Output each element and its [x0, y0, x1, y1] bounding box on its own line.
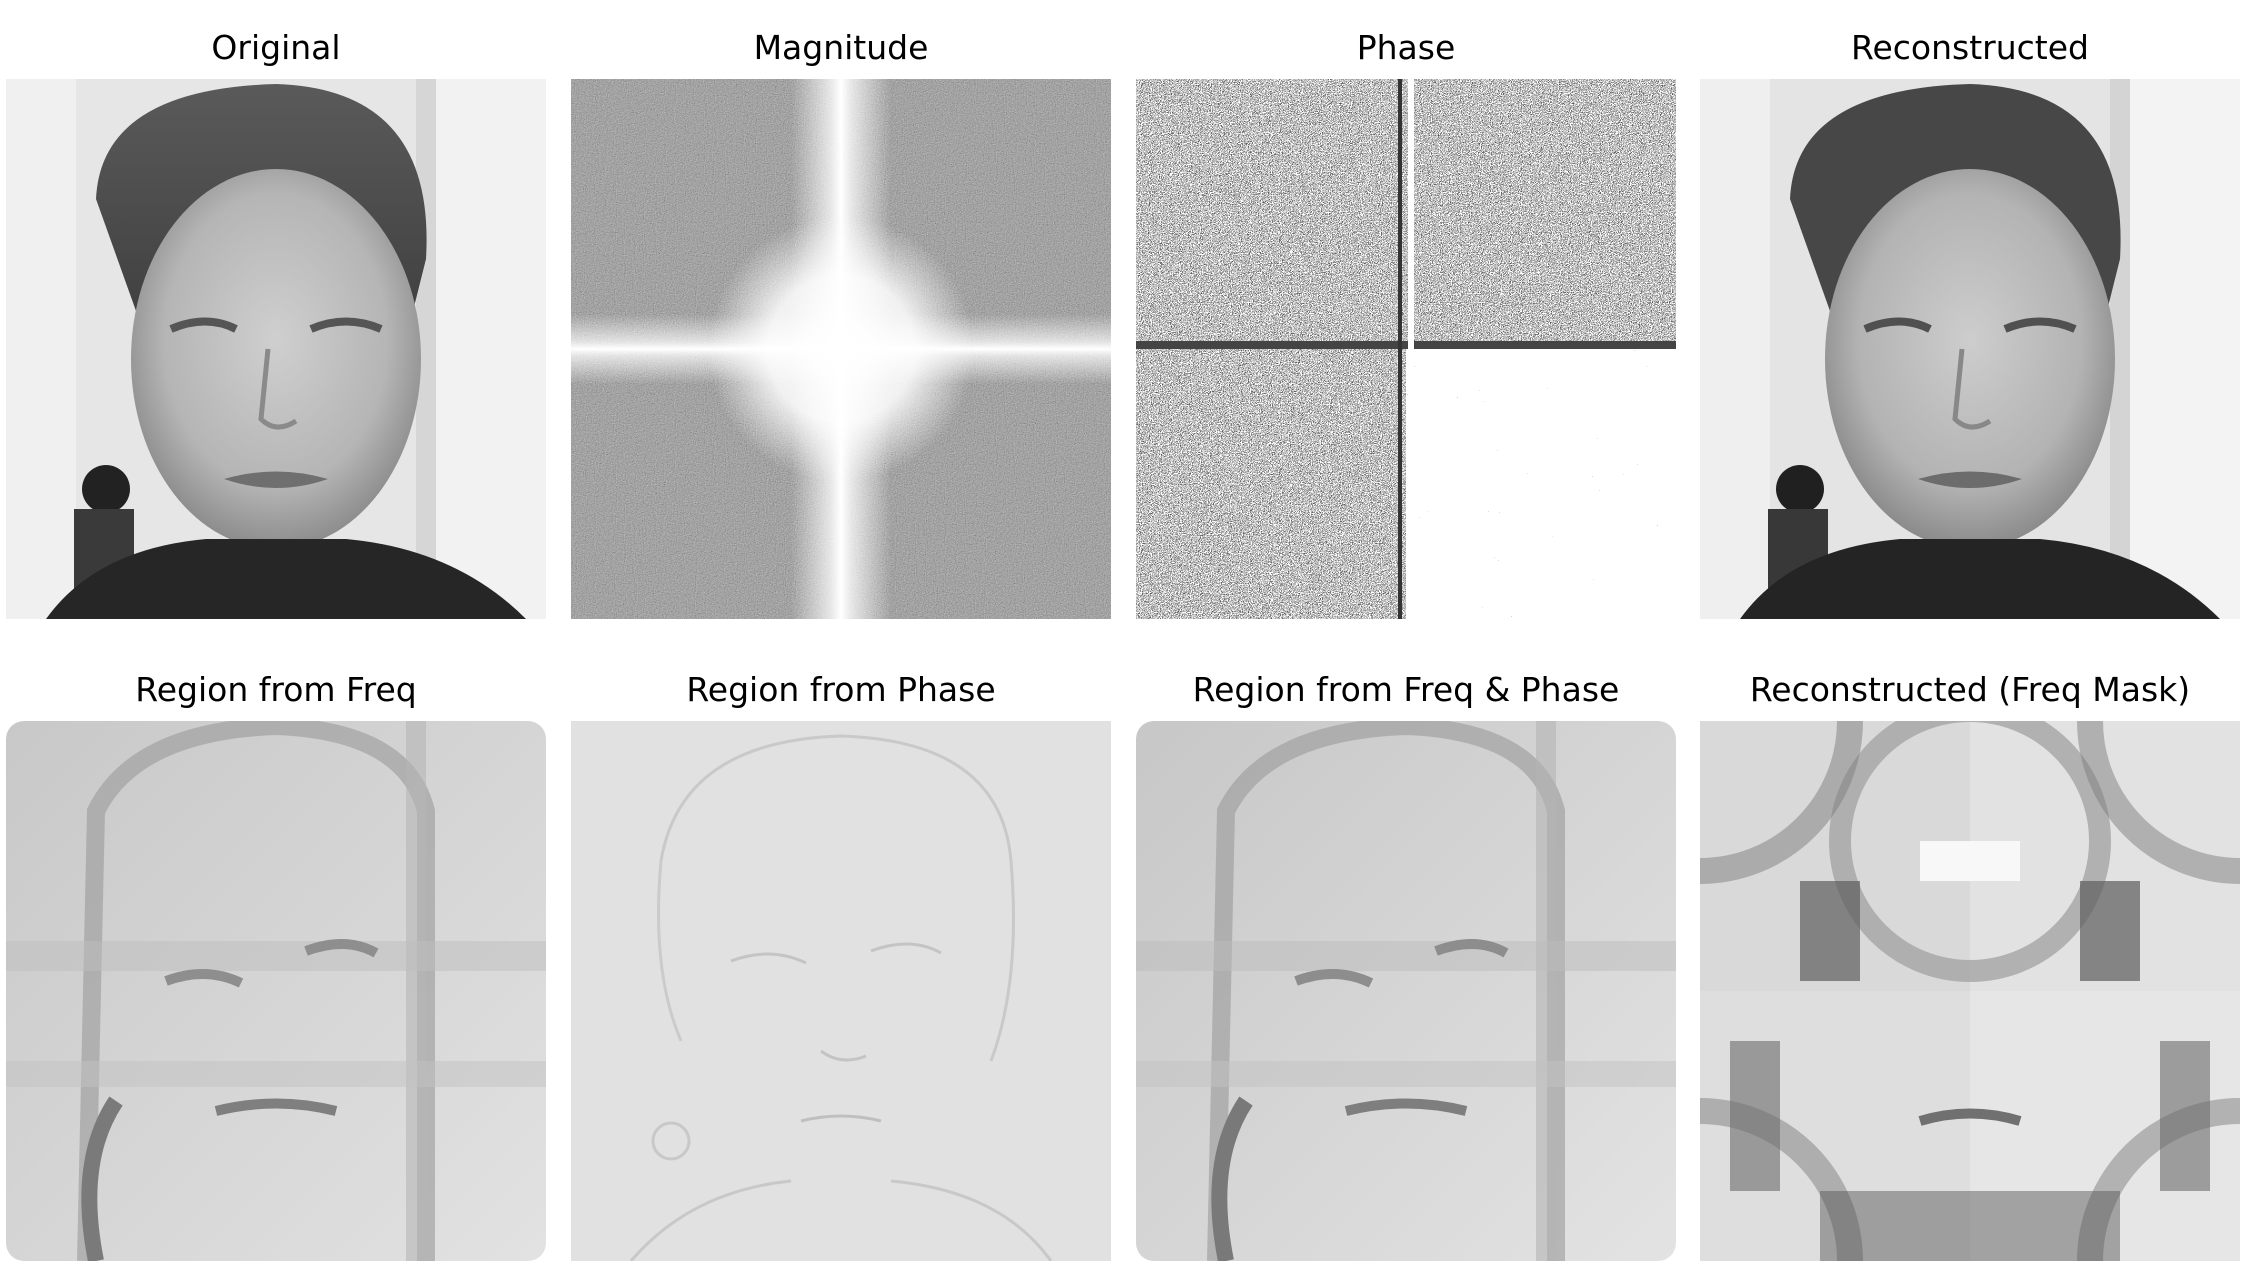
region-from-phase-image [571, 721, 1111, 1261]
phase-spectrum-image [1136, 79, 1676, 619]
panel-title: Reconstructed [1851, 28, 2089, 67]
magnitude-spectrum-image [571, 79, 1111, 619]
region-from-freq-image [6, 721, 546, 1261]
panel-title: Original [211, 28, 341, 67]
panel-title: Region from Freq [135, 670, 417, 709]
panel-title: Region from Phase [686, 670, 996, 709]
panel-title: Region from Freq & Phase [1192, 670, 1620, 709]
original-face-image [6, 79, 546, 619]
reconstructed-face-image [1700, 79, 2240, 619]
reconstructed-freq-mask-image [1700, 721, 2240, 1261]
panel-title: Reconstructed (Freq Mask) [1749, 670, 2191, 709]
region-from-freq-and-phase-image [1136, 721, 1676, 1261]
panel-title: Magnitude [753, 28, 929, 67]
panel-title: Phase [1356, 28, 1456, 67]
